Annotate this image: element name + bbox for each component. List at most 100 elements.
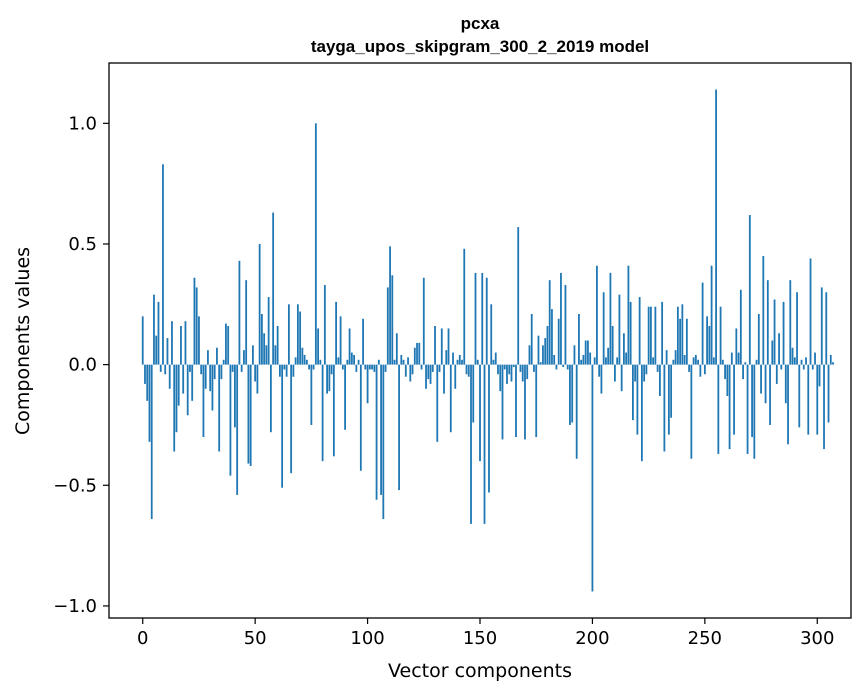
bar (355, 364, 358, 372)
bar (146, 364, 149, 401)
y-tick-label: −1.0 (53, 596, 97, 617)
bar (175, 364, 178, 433)
bar (368, 364, 371, 370)
bar (258, 243, 261, 365)
bar (667, 364, 670, 435)
bar (362, 318, 364, 365)
bar (784, 364, 787, 404)
bar (688, 364, 691, 372)
bar (578, 313, 580, 365)
bar (240, 364, 243, 372)
bar (524, 364, 526, 440)
bar (760, 364, 762, 394)
bar (715, 89, 717, 365)
bar (422, 277, 425, 365)
bar (436, 364, 439, 442)
bar (681, 304, 684, 365)
bar (515, 364, 517, 438)
bar (569, 364, 571, 425)
bar (640, 364, 643, 462)
bar (692, 357, 695, 365)
bar (348, 328, 351, 365)
bar (416, 342, 418, 365)
bar (546, 326, 549, 365)
bar (793, 357, 796, 365)
bar (602, 292, 605, 365)
bar (463, 248, 466, 365)
bar (238, 260, 241, 365)
bar (607, 347, 610, 365)
bar (609, 272, 612, 365)
bar (492, 359, 495, 365)
bar (636, 364, 639, 435)
bar (159, 364, 162, 372)
bar (254, 364, 257, 382)
bar (620, 364, 623, 392)
bar (227, 326, 230, 365)
y-axis-label: Components values (12, 247, 34, 435)
bar (796, 292, 798, 365)
bar (366, 364, 369, 404)
bar (820, 287, 823, 365)
bar (533, 364, 535, 372)
bar (733, 364, 735, 435)
bar (751, 364, 753, 438)
bar (748, 215, 751, 365)
bar (312, 364, 315, 370)
bar (153, 294, 155, 365)
bar (560, 272, 562, 365)
bar (470, 364, 472, 524)
bar (344, 364, 346, 430)
bar (404, 364, 407, 377)
bar (261, 313, 263, 365)
bar (490, 304, 493, 365)
bar (744, 362, 747, 365)
bar (618, 294, 621, 365)
bar (166, 338, 169, 365)
bar (164, 364, 167, 375)
bar (278, 364, 281, 377)
bar (508, 364, 511, 375)
bar (499, 364, 502, 392)
bar (445, 350, 448, 365)
bar (391, 275, 394, 365)
bar (654, 306, 657, 365)
bar (359, 364, 362, 471)
bar (483, 364, 486, 524)
bar (634, 364, 637, 382)
bar (229, 364, 232, 476)
bar (456, 359, 459, 365)
bar (708, 326, 711, 365)
bar (791, 347, 794, 365)
bar (726, 364, 729, 396)
bar (521, 364, 524, 382)
bar (825, 292, 828, 365)
bar (807, 364, 810, 435)
bar (537, 335, 540, 365)
bar (649, 306, 652, 365)
bar (798, 364, 801, 428)
bar (420, 364, 423, 370)
bar (350, 352, 353, 365)
bar (811, 364, 814, 370)
bar (177, 364, 180, 406)
bar (173, 364, 176, 452)
bar (243, 350, 245, 365)
bar (294, 357, 297, 365)
y-tick-label: 0.0 (68, 355, 97, 376)
bar (209, 364, 212, 392)
bar (458, 354, 461, 365)
bar (299, 311, 302, 365)
bar (400, 354, 403, 365)
bar (676, 306, 679, 365)
bar (245, 280, 248, 365)
bar (627, 265, 630, 365)
bar (337, 357, 340, 365)
bar (222, 359, 225, 365)
bar (389, 246, 391, 365)
bar (643, 364, 646, 382)
bar (562, 364, 565, 368)
bar (353, 354, 355, 365)
bar (252, 345, 254, 365)
